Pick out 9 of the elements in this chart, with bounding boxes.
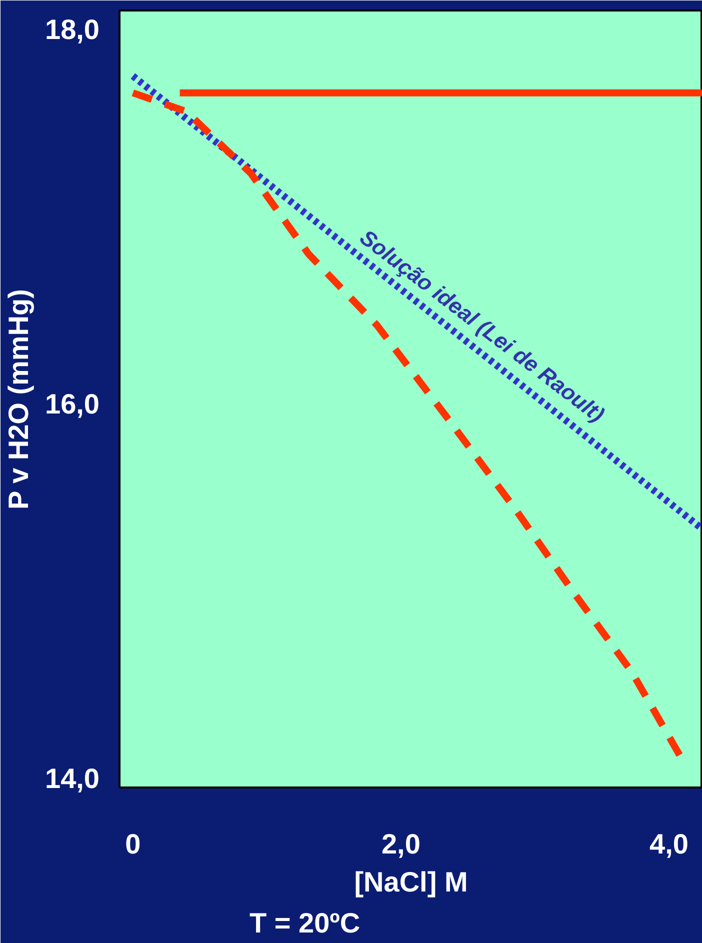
y-tick-label: 14,0 [45,763,100,794]
y-axis-title: P v H2O (mmHg) [3,289,34,510]
x-tick-label: 0 [125,828,141,860]
x-tick-label: 2,0 [381,828,420,860]
y-tick-label: 16,0 [45,388,100,420]
text: T = 20ºC [250,908,360,938]
x-axis-title: [NaCl] M [354,866,468,898]
x-tick-label: 4,0 [650,828,688,860]
y-tick-label: 18,0 [45,14,100,46]
